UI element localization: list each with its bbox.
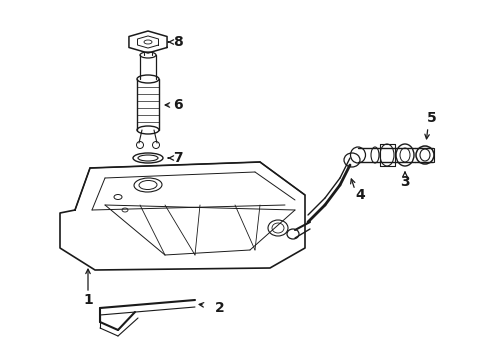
Text: 3: 3 — [399, 175, 409, 189]
Text: 8: 8 — [173, 35, 183, 49]
Text: 7: 7 — [173, 151, 183, 165]
Text: 2: 2 — [215, 301, 224, 315]
Text: 6: 6 — [173, 98, 183, 112]
Text: 5: 5 — [426, 111, 436, 125]
Text: 4: 4 — [354, 188, 364, 202]
Text: 1: 1 — [83, 293, 93, 307]
